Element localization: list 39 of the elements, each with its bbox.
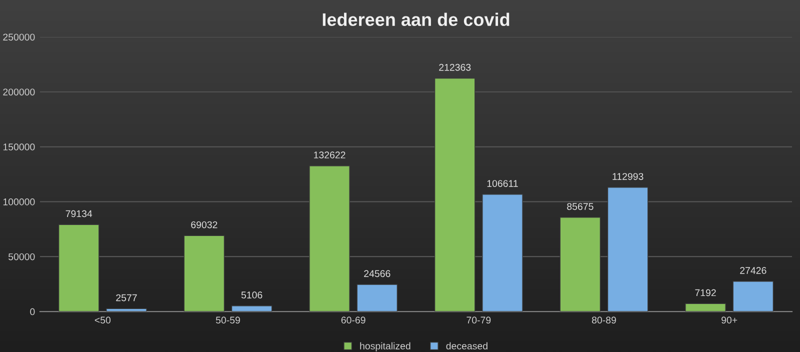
y-tick-label: 200000: [3, 88, 35, 96]
bar: [607, 187, 648, 312]
x-tick-label: <50: [94, 316, 111, 324]
bar: [184, 235, 225, 312]
legend-label: deceased: [446, 342, 488, 350]
bar: [356, 284, 398, 312]
bar: [482, 194, 523, 312]
data-label: 5106: [241, 292, 262, 298]
bar: [560, 217, 601, 312]
y-tick-label: 0: [30, 308, 35, 316]
bar: [106, 308, 147, 312]
data-label: 112993: [612, 173, 644, 180]
data-label: 27426: [740, 267, 766, 274]
data-label: 2577: [116, 294, 137, 302]
data-label: 24566: [364, 270, 390, 278]
data-label: 69032: [191, 221, 218, 228]
data-label: 106611: [487, 180, 518, 187]
x-tick-label: 80-89: [592, 316, 616, 324]
data-label: 79134: [66, 210, 92, 218]
y-tick-label: 50000: [8, 253, 35, 260]
bar: [685, 303, 726, 312]
data-label: 212363: [439, 64, 471, 71]
data-label: 7192: [695, 289, 716, 296]
y-tick-label: 100000: [3, 198, 35, 206]
bar: [309, 166, 350, 312]
y-tick-label: 250000: [3, 34, 35, 41]
data-label: 132622: [314, 152, 346, 158]
chart-title: Iedereen aan de covid: [322, 12, 510, 26]
x-tick-label: 70-79: [466, 316, 491, 324]
bar: [231, 306, 272, 312]
bar: [58, 224, 100, 312]
data-label: 85675: [567, 203, 594, 210]
y-tick-label: 150000: [3, 144, 35, 150]
x-tick-label: 90+: [722, 316, 738, 324]
x-tick-label: 50-59: [216, 316, 240, 324]
x-tick-label: 60-69: [341, 316, 366, 324]
bar: [732, 281, 774, 312]
bar: [434, 78, 476, 312]
legend-label: hospitalized: [360, 342, 410, 352]
